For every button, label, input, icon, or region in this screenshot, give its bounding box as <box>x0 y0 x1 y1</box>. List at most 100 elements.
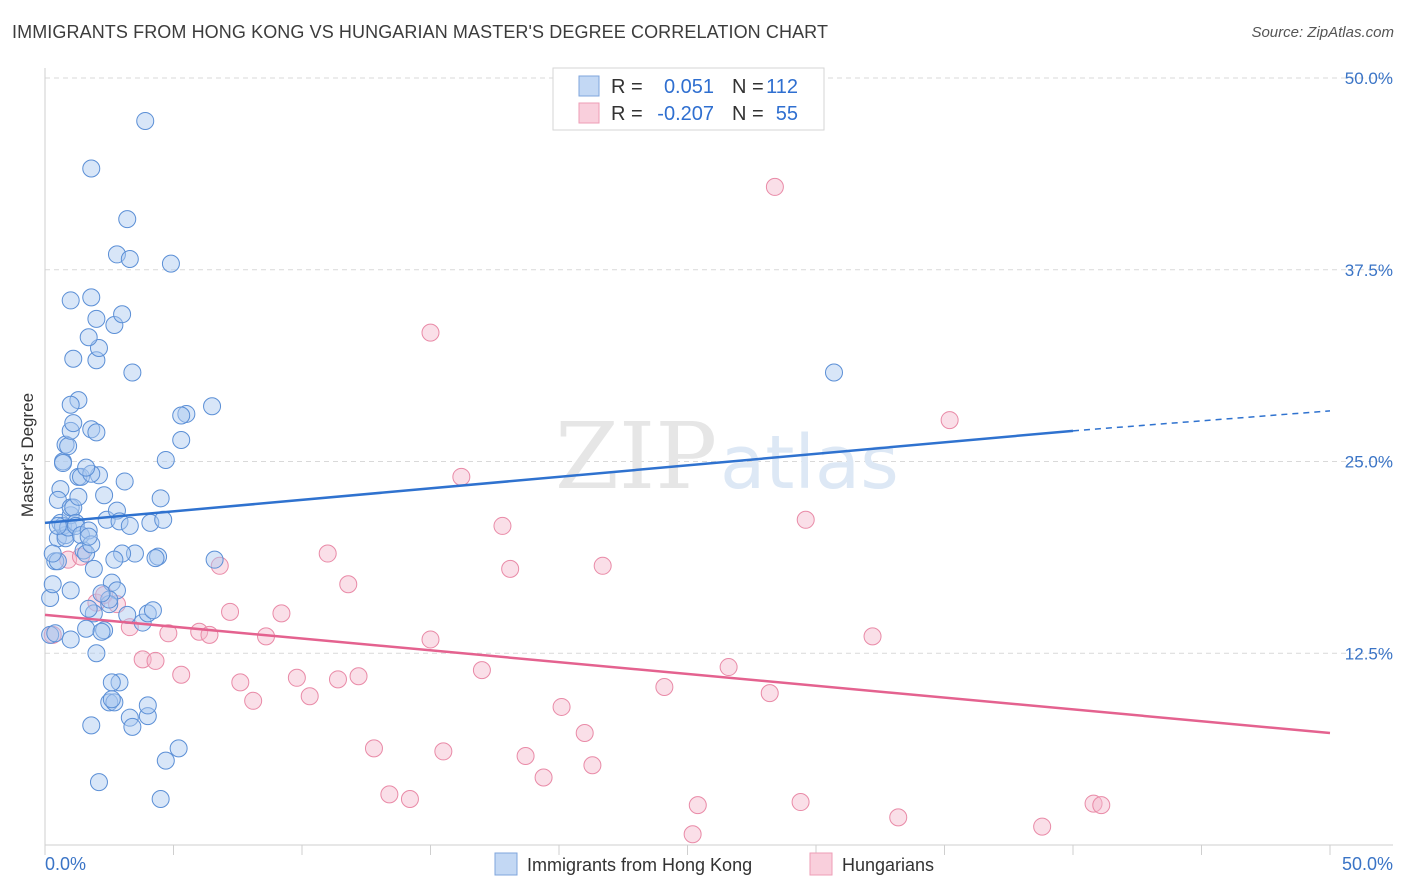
point-hong-kong <box>123 363 142 382</box>
point-hong-kong <box>120 250 139 269</box>
point-hong-kong <box>105 693 124 712</box>
stats-legend: R = 0.051 N = 112 R = -0.207 N = 55 <box>552 67 825 131</box>
point-hong-kong <box>151 789 170 808</box>
point-hong-kong <box>77 619 96 638</box>
point-hong-kong <box>71 467 90 486</box>
point-hong-kong <box>203 397 222 416</box>
point-hungarians <box>421 323 440 342</box>
point-hong-kong <box>82 159 101 178</box>
legend-n-label-2: N = <box>732 103 764 125</box>
point-hungarians <box>552 697 571 716</box>
point-hungarians <box>516 747 535 766</box>
point-hungarians <box>159 624 178 643</box>
watermark-zip: ZIP <box>555 403 717 510</box>
point-hong-kong <box>123 717 142 736</box>
y-tick-label: 50.0% <box>1345 69 1393 88</box>
point-hong-kong <box>89 773 108 792</box>
trend-line-hungarians <box>44 613 1331 735</box>
point-hong-kong <box>146 549 165 568</box>
x-tick-label-max: 50.0% <box>1342 854 1393 874</box>
y-tick-label: 37.5% <box>1345 261 1393 280</box>
point-hong-kong <box>77 458 96 477</box>
point-hong-kong <box>107 581 126 600</box>
legend-n-label-1: N = <box>732 76 764 98</box>
point-hungarians <box>221 602 240 621</box>
point-hungarians <box>364 739 383 758</box>
point-hungarians <box>272 604 291 623</box>
watermark: ZIP atlas <box>555 403 899 510</box>
point-hong-kong <box>87 423 106 442</box>
y-tick-labels: 12.5% 25.0% 37.5% 50.0% <box>1345 69 1393 663</box>
watermark-atlas: atlas <box>720 420 899 506</box>
point-hong-kong <box>169 739 188 758</box>
point-hungarians <box>339 575 358 594</box>
point-hungarians <box>863 627 882 646</box>
point-hong-kong <box>92 622 111 641</box>
point-hong-kong <box>82 716 101 735</box>
point-hong-kong <box>64 498 83 517</box>
point-hong-kong <box>41 589 60 608</box>
point-hong-kong <box>61 581 80 600</box>
point-hong-kong <box>82 288 101 307</box>
point-hong-kong <box>97 510 116 529</box>
point-hong-kong <box>125 544 144 563</box>
point-hong-kong <box>151 489 170 508</box>
point-hong-kong <box>64 349 83 368</box>
legend-label-hungarians: Hungarians <box>842 855 934 875</box>
point-hungarians <box>318 544 337 563</box>
point-hong-kong <box>205 550 224 569</box>
point-hungarians <box>231 673 250 692</box>
point-hong-kong <box>100 693 119 712</box>
point-hong-kong <box>95 486 114 505</box>
point-hong-kong <box>79 521 98 540</box>
point-hong-kong <box>87 309 106 328</box>
point-hungarians <box>172 665 191 684</box>
y-tick-label: 25.0% <box>1345 453 1393 472</box>
point-hungarians <box>719 658 738 677</box>
point-hong-kong <box>113 305 132 324</box>
x-tick-label-min: 0.0% <box>45 854 86 874</box>
point-hong-kong <box>161 254 180 273</box>
point-hungarians <box>349 667 368 686</box>
point-hungarians <box>328 670 347 689</box>
legend-swatch-blue <box>578 75 600 97</box>
point-hong-kong <box>172 406 191 425</box>
legend-label-hong-kong: Immigrants from Hong Kong <box>527 855 752 875</box>
point-hungarians <box>1084 794 1103 813</box>
legend-r-label-2: R = <box>611 103 643 125</box>
point-hungarians <box>452 467 471 486</box>
point-hungarians <box>760 684 779 703</box>
point-hong-kong <box>61 291 80 310</box>
point-hong-kong <box>138 604 157 623</box>
point-hong-kong <box>79 527 98 546</box>
point-hong-kong <box>43 544 62 563</box>
point-hungarians <box>400 789 419 808</box>
point-hong-kong <box>156 751 175 770</box>
point-hong-kong <box>79 599 98 618</box>
point-hungarians <box>300 687 319 706</box>
point-hungarians <box>791 793 810 812</box>
point-hong-kong <box>46 624 65 643</box>
point-hungarians <box>244 691 263 710</box>
point-hong-kong <box>172 431 191 450</box>
series-legend: Immigrants from Hong Kong Hungarians <box>494 852 934 876</box>
axes <box>44 68 1393 855</box>
point-hong-kong <box>53 454 72 473</box>
point-hong-kong <box>824 363 843 382</box>
point-hong-kong <box>92 584 111 603</box>
legend-swatch-pink <box>578 102 600 124</box>
point-hong-kong <box>64 414 83 433</box>
point-hong-kong <box>79 328 98 347</box>
legend-n-value-1: 112 <box>766 76 798 98</box>
point-hungarians <box>796 510 815 529</box>
grid-lines <box>45 77 1393 654</box>
point-hungarians <box>133 650 152 669</box>
point-hong-kong <box>138 707 157 726</box>
point-hong-kong <box>59 437 78 456</box>
point-hungarians <box>593 556 612 575</box>
point-hungarians <box>534 768 553 787</box>
legend-swatch-hungarians <box>809 852 833 876</box>
point-hong-kong <box>143 601 162 620</box>
point-hong-kong <box>102 690 121 709</box>
point-hungarians <box>1033 817 1052 836</box>
